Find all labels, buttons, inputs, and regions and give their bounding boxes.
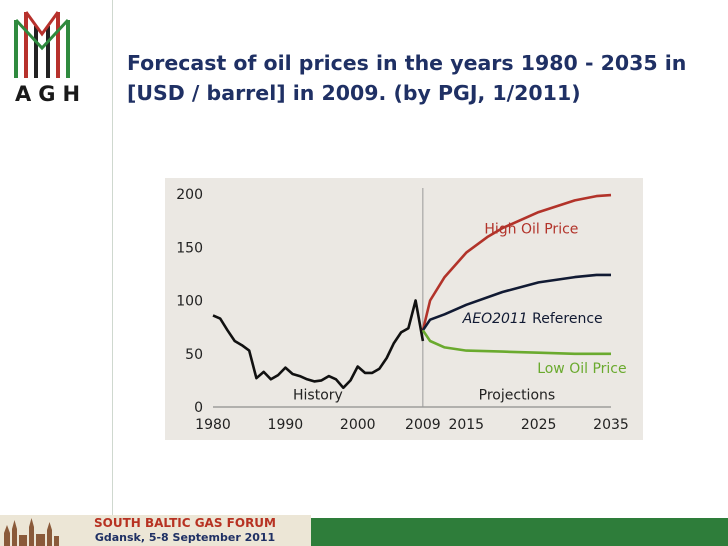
reference-label: AEO2011 Reference: [462, 311, 603, 327]
footer-green-bar: [311, 518, 728, 546]
x-tick-label: 1990: [268, 417, 304, 433]
reference-label-italic: AEO2011: [462, 311, 528, 327]
x-tick-label: 2035: [593, 417, 629, 433]
y-tick-label: 50: [185, 347, 203, 363]
agh-logo-icon: [14, 11, 70, 78]
y-tick-label: 200: [176, 187, 203, 203]
vertical-divider: [112, 0, 113, 520]
logo-text: AGH: [15, 82, 88, 106]
x-tick-label: 2009: [405, 417, 441, 433]
slide-title: Forecast of oil prices in the years 1980…: [127, 51, 687, 105]
series-line-high-oil-price: [421, 193, 612, 331]
series-line-aeo2011-reference: [421, 273, 611, 332]
x-tick-label: 2015: [448, 417, 484, 433]
x-tick-label: 2025: [521, 417, 557, 433]
reference-label-rest: Reference: [528, 311, 603, 327]
chart-area: 0 50 100 150 200 1980 1990 2000 2009 2015 2025 203…: [165, 178, 643, 440]
y-tick-label: 0: [194, 400, 203, 416]
series-line-low-oil-price: [421, 329, 611, 356]
high-price-label: High Oil Price: [484, 221, 578, 237]
y-tick-label: 150: [176, 240, 203, 256]
series-line-history: [212, 299, 425, 390]
low-price-label: Low Oil Price: [537, 361, 626, 377]
footer-title: SOUTH BALTIC GAS FORUM: [93, 516, 276, 530]
oil-price-chart: 0 50 100 150 200 1980 1990 2000 2009 2015 2025 203…: [176, 187, 629, 433]
history-annotation: History: [293, 388, 343, 404]
footer-subtitle: Gdansk, 5-8 September 2011: [94, 531, 276, 544]
x-tick-label: 2000: [340, 417, 376, 433]
projections-annotation: Projections: [479, 388, 556, 404]
x-tick-label: 1980: [195, 417, 231, 433]
y-tick-label: 100: [176, 294, 203, 310]
gdansk-skyline-icon: [4, 518, 59, 546]
